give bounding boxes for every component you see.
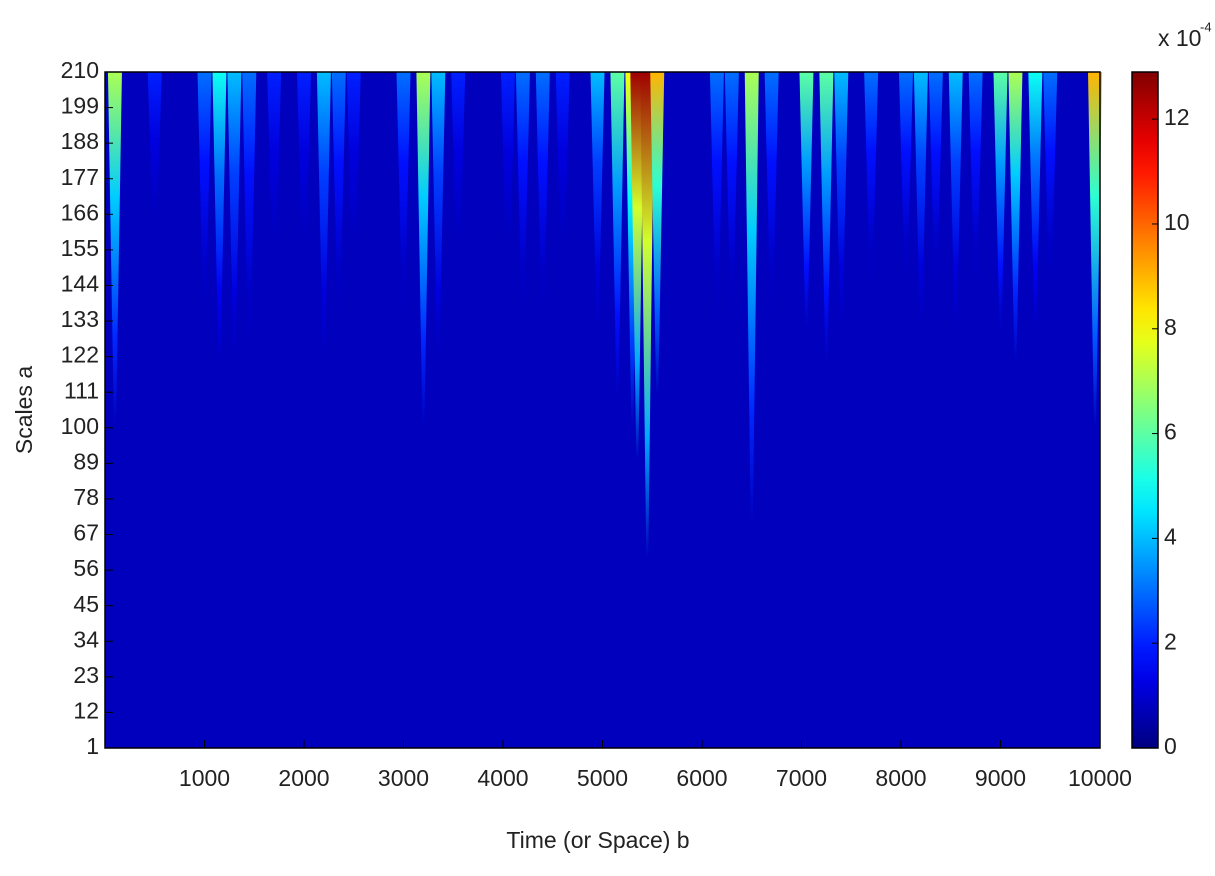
ridge xyxy=(267,72,282,299)
x-tick-label: 4000 xyxy=(477,765,528,791)
ridge xyxy=(451,72,466,299)
y-tick-label: 188 xyxy=(61,128,99,154)
ridge xyxy=(928,72,943,299)
ridge xyxy=(1028,72,1043,331)
colorbar-tick-label: 10 xyxy=(1164,209,1190,235)
y-tick-label: 12 xyxy=(73,697,99,723)
ridge xyxy=(650,72,665,396)
y-tick-label: 177 xyxy=(61,164,99,190)
ridge xyxy=(107,72,122,428)
ridge xyxy=(197,72,212,331)
y-tick-label: 45 xyxy=(73,591,99,617)
colorbar-exponent: -4 xyxy=(1200,19,1212,34)
y-tick-label: 23 xyxy=(73,662,99,688)
colorbar-tick-label: 6 xyxy=(1164,419,1177,445)
ridge xyxy=(431,72,446,364)
y-tick-label: 166 xyxy=(61,199,99,225)
ridge xyxy=(819,72,834,364)
y-tick-label: 133 xyxy=(61,306,99,332)
x-tick-label: 7000 xyxy=(776,765,827,791)
colorbar-tick-label: 0 xyxy=(1164,733,1177,759)
y-tick-label: 199 xyxy=(61,93,99,119)
ridge xyxy=(993,72,1008,331)
x-tick-label: 6000 xyxy=(676,765,727,791)
ridge xyxy=(555,72,570,299)
ridge xyxy=(1043,72,1058,299)
x-tick-label: 8000 xyxy=(875,765,926,791)
ridge xyxy=(709,72,724,331)
y-tick-label: 67 xyxy=(73,520,99,546)
colorbar-tick-label: 8 xyxy=(1164,314,1177,340)
colorbar-tick-label: 12 xyxy=(1164,104,1190,130)
y-tick-label: 78 xyxy=(73,484,99,510)
x-axis-label: Time (or Space) b xyxy=(506,827,689,853)
ridge xyxy=(535,72,550,331)
y-tick-label: 89 xyxy=(73,448,99,474)
y-tick-label: 210 xyxy=(61,57,99,83)
x-tick-label: 2000 xyxy=(278,765,329,791)
ridge xyxy=(744,72,759,525)
ridge xyxy=(898,72,913,299)
ridge xyxy=(396,72,411,331)
ridge xyxy=(212,72,227,364)
ridge xyxy=(346,72,361,299)
ridge xyxy=(640,72,655,558)
heatmap-background xyxy=(105,72,1100,748)
x-tick-label: 5000 xyxy=(577,765,628,791)
y-tick-label: 1 xyxy=(86,733,99,759)
colorbar-tick-label: 4 xyxy=(1164,523,1177,549)
y-tick-label: 122 xyxy=(61,342,99,368)
ridge xyxy=(515,72,530,331)
ridge xyxy=(1008,72,1023,364)
ridge xyxy=(147,72,162,267)
ridge xyxy=(834,72,849,331)
y-tick-label: 144 xyxy=(61,271,100,297)
ridge xyxy=(331,72,346,331)
colorbar-label: x 10 xyxy=(1158,25,1201,51)
ridge xyxy=(724,72,739,331)
colorbar xyxy=(1131,71,1159,749)
ridge xyxy=(227,72,242,364)
y-tick-label: 100 xyxy=(61,413,99,439)
y-tick-label: 56 xyxy=(73,555,99,581)
y-tick-label: 34 xyxy=(73,626,99,652)
ridge xyxy=(1088,72,1103,428)
x-tick-label: 1000 xyxy=(179,765,230,791)
ridge xyxy=(799,72,814,331)
y-axis-label: Scales a xyxy=(11,366,37,454)
ridge xyxy=(948,72,963,331)
ridge xyxy=(864,72,879,299)
ridge xyxy=(297,72,311,299)
ridge xyxy=(610,72,625,396)
colorbar-tick-label: 2 xyxy=(1164,628,1177,654)
ridge xyxy=(630,72,645,461)
ridge xyxy=(913,72,928,331)
x-tick-label: 3000 xyxy=(378,765,429,791)
x-tick-label: 9000 xyxy=(975,765,1026,791)
y-tick-label: 111 xyxy=(64,377,99,403)
ridge xyxy=(316,72,331,364)
y-tick-label: 155 xyxy=(61,235,99,261)
ridge xyxy=(590,72,605,331)
ridge xyxy=(242,72,257,364)
x-tick-label: 10000 xyxy=(1068,765,1132,791)
ridge xyxy=(500,72,515,299)
ridge xyxy=(416,72,431,428)
ridge xyxy=(968,72,983,299)
ridge xyxy=(764,72,779,331)
